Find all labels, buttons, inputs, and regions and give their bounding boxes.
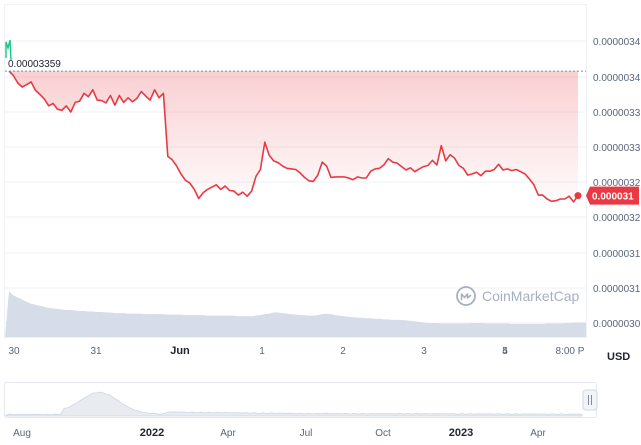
navigator-tick-label: Jul bbox=[300, 428, 313, 439]
range-navigator[interactable]: Aug 2022 Apr Jul Oct 2023 Apr bbox=[4, 382, 598, 440]
y-tick-label: 0.0000033 bbox=[593, 108, 641, 119]
navigator-history-area bbox=[5, 391, 583, 417]
navigator-tick-label: Apr bbox=[530, 428, 546, 439]
price-series-line bbox=[8, 70, 579, 203]
y-tick-label: 0.0000031 bbox=[593, 284, 641, 295]
price-area-fill bbox=[9, 71, 578, 202]
current-price-label: 0.000031 bbox=[592, 192, 634, 203]
navigator-handle[interactable] bbox=[582, 389, 598, 411]
current-price-dot bbox=[574, 192, 582, 200]
navigator-tick-label: Oct bbox=[375, 428, 391, 439]
navigator-tick-label: 2022 bbox=[140, 427, 164, 439]
y-tick-label: 0.0000031 bbox=[593, 249, 641, 260]
x-tick-label: 4 bbox=[502, 346, 508, 357]
x-tick-label: 1 bbox=[259, 346, 265, 357]
plot-frame bbox=[4, 4, 587, 338]
navigator-tick-label: Aug bbox=[13, 428, 31, 439]
y-tick-label: 0.0000034 bbox=[593, 73, 641, 84]
y-tick-label: 0.0000033 bbox=[593, 143, 641, 154]
x-axis: 30 31 Jun 1 2 3 45 8:00 P bbox=[8, 345, 584, 357]
coinmarketcap-logo-icon bbox=[456, 286, 476, 306]
watermark-text: CoinMarketCap bbox=[482, 288, 579, 304]
x-tick-label: Jun bbox=[170, 345, 190, 357]
start-marker-line bbox=[5, 39, 12, 61]
x-tick-label: 5 bbox=[502, 346, 508, 357]
y-tick-label: 0.0000032 bbox=[593, 213, 641, 224]
x-tick-label: 31 bbox=[90, 346, 102, 357]
price-line bbox=[8, 70, 579, 203]
x-tick-label: 8:00 P bbox=[556, 346, 585, 357]
navigator-tick-label: Apr bbox=[220, 428, 236, 439]
navigator-x-axis: Aug 2022 Apr Jul Oct 2023 Apr bbox=[13, 427, 546, 439]
x-tick-label: 30 bbox=[8, 346, 20, 357]
volume-area bbox=[5, 291, 586, 337]
navigator-handle-grip[interactable] bbox=[582, 389, 598, 411]
y-tick-label: 0.0000030 bbox=[593, 319, 641, 330]
coinmarketcap-watermark: CoinMarketCap bbox=[456, 286, 579, 306]
y-tick-label: 0.0000032 bbox=[593, 178, 641, 189]
x-tick-label: 3 bbox=[421, 346, 427, 357]
navigator-tick-label: 2023 bbox=[449, 427, 473, 439]
currency-label: USD bbox=[607, 351, 630, 363]
start-marker bbox=[5, 39, 12, 61]
current-price-tag-bg bbox=[586, 186, 639, 205]
navigator-area bbox=[5, 391, 583, 417]
price-area bbox=[9, 71, 578, 202]
current-price-tag: 0.000031 bbox=[586, 186, 639, 205]
y-tick-label: 0.0000034 bbox=[593, 37, 641, 48]
volume-bars bbox=[5, 291, 586, 337]
start-price-label: 0.00003359 bbox=[8, 59, 61, 70]
y-axis: 0.0000034 0.0000034 0.0000033 0.0000033 0.00… bbox=[593, 37, 641, 330]
x-tick-label: 2 bbox=[340, 346, 346, 357]
